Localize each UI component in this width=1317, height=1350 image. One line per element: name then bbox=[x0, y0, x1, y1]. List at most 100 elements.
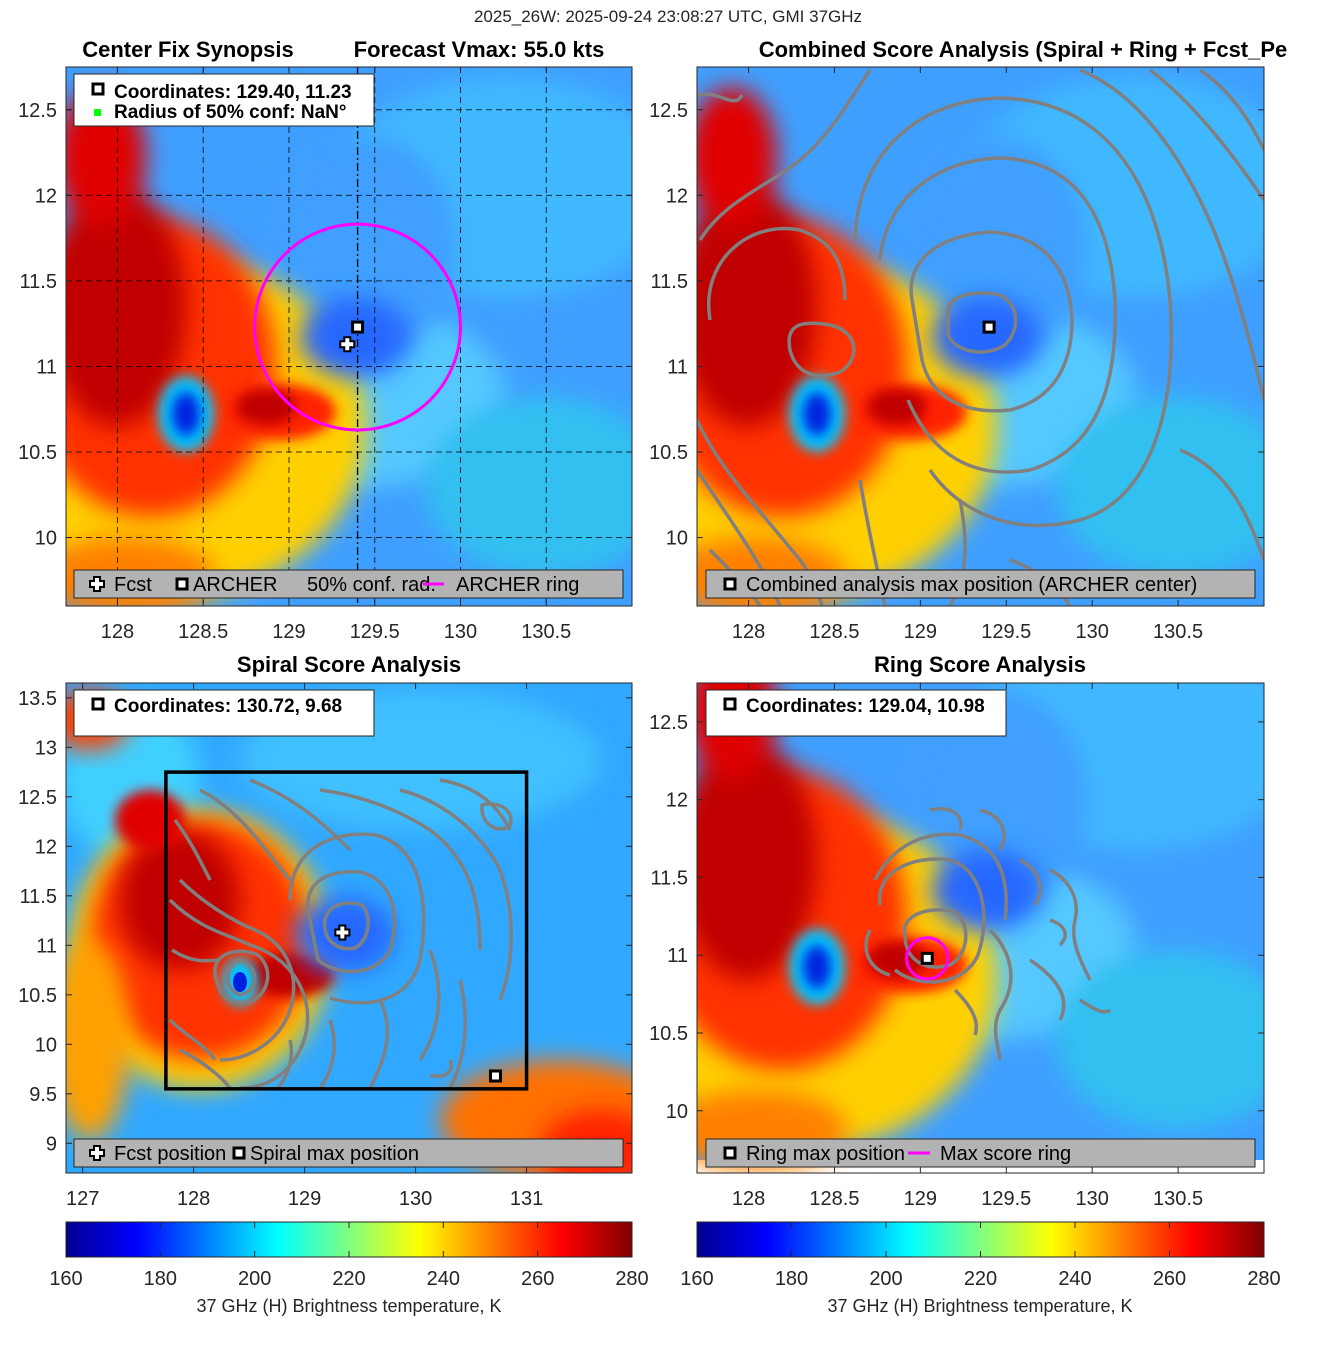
y-tick-label: 10 bbox=[666, 1101, 688, 1123]
ring-score-contours bbox=[864, 807, 1112, 1061]
panel-tl-y-ticks: 10 10.5 11 11.5 12 12.5 bbox=[18, 100, 632, 550]
y-tick-label: 10 bbox=[35, 528, 57, 550]
spiral-max-point bbox=[488, 1069, 502, 1083]
panel-br-legend bbox=[705, 1138, 1256, 1168]
x-tick-label: 129.5 bbox=[981, 1188, 1031, 1210]
panel-spiral-score: Spiral Score Analysis bbox=[18, 652, 633, 1210]
y-tick-label: 10.5 bbox=[18, 442, 57, 464]
ring-max-marker bbox=[920, 951, 934, 965]
panel-bl-legend bbox=[73, 1138, 624, 1168]
panel-tl-title-left: Center Fix Synopsis bbox=[82, 37, 294, 62]
y-tick-label: 9.5 bbox=[29, 1084, 57, 1106]
colorbar-left-ticks: 160 180 200 220 240 260 280 bbox=[49, 1222, 649, 1290]
y-tick-label: 12.5 bbox=[18, 100, 57, 122]
panel-bl-frame bbox=[65, 682, 633, 1174]
y-tick-label: 13.5 bbox=[18, 688, 57, 710]
fcst-position-legend-icon bbox=[89, 1145, 105, 1161]
panel-tr-x-ticks: 128 128.5 129 129.5 130 130.5 bbox=[732, 67, 1203, 643]
colorbar-left-label: 37 GHz (H) Brightness temperature, K bbox=[196, 1296, 501, 1316]
max-score-ring bbox=[905, 936, 950, 981]
x-tick-label: 128.5 bbox=[809, 1188, 859, 1210]
y-tick-label: 12.5 bbox=[18, 787, 57, 809]
fcst-point bbox=[339, 336, 356, 353]
x-tick-label: 128.5 bbox=[809, 621, 859, 643]
x-tick-label: 130 bbox=[1075, 1188, 1108, 1210]
colorbar-tick-label: 160 bbox=[680, 1268, 713, 1290]
y-tick-label: 9 bbox=[46, 1133, 57, 1155]
y-tick-label: 10 bbox=[35, 1034, 57, 1056]
panel-tr-title: Combined Score Analysis (Spiral + Ring +… bbox=[759, 37, 1288, 62]
fcst-marker bbox=[339, 336, 356, 353]
y-tick-label: 11 bbox=[36, 356, 57, 378]
legend-combined: Combined analysis max position (ARCHER c… bbox=[746, 574, 1197, 596]
archer-marker bbox=[351, 320, 365, 334]
x-tick-label: 128 bbox=[732, 621, 765, 643]
x-tick-label: 129 bbox=[288, 1188, 321, 1210]
x-tick-label: 131 bbox=[510, 1188, 543, 1210]
legend-archer-ring: ARCHER ring bbox=[456, 574, 579, 596]
x-tick-label: 129 bbox=[904, 621, 937, 643]
combined-max-marker bbox=[982, 320, 996, 334]
panel-tl-coordinates: Coordinates: 129.40, 11.23 bbox=[114, 82, 352, 103]
legend-max-score-ring: Max score ring bbox=[940, 1143, 1071, 1165]
x-tick-label: 128.5 bbox=[178, 621, 228, 643]
panel-br-frame bbox=[696, 682, 1265, 1174]
colorbar-tick-label: 200 bbox=[238, 1268, 271, 1290]
spiral-info-icon bbox=[91, 697, 105, 711]
colorbar-left: 160 180 200 220 240 260 280 37 GHz (H) Brightn… bbox=[49, 1221, 649, 1316]
y-tick-label: 10.5 bbox=[649, 1023, 688, 1045]
y-tick-label: 10.5 bbox=[649, 442, 688, 464]
panel-tr-y-ticks: 10 10.5 11 11.5 12 12.5 bbox=[649, 100, 1264, 550]
legend-ring-max: Ring max position bbox=[746, 1143, 905, 1165]
panel-combined-score: Combined Score Analysis (Spiral + Ring +… bbox=[617, 37, 1307, 643]
x-tick-label: 128 bbox=[101, 621, 134, 643]
colorbar-tick-label: 240 bbox=[1058, 1268, 1091, 1290]
colorbar-tick-label: 260 bbox=[521, 1268, 554, 1290]
x-tick-label: 130.5 bbox=[1153, 621, 1203, 643]
panel-br-coordinates: Coordinates: 129.04, 10.98 bbox=[746, 696, 985, 717]
y-tick-label: 12 bbox=[35, 185, 57, 207]
archer-point bbox=[351, 320, 365, 334]
y-tick-label: 11 bbox=[36, 935, 57, 957]
legend-archer: ARCHER bbox=[193, 574, 277, 596]
panel-tl-heatmap bbox=[0, 67, 676, 617]
ring-max-legend-marker bbox=[723, 1146, 737, 1160]
spiral-max-marker bbox=[488, 1069, 502, 1083]
y-tick-label: 11.5 bbox=[651, 271, 688, 293]
legend-spiral-max: Spiral max position bbox=[250, 1143, 419, 1165]
spiral-max-legend-marker bbox=[232, 1146, 246, 1160]
colorbar-right-label: 37 GHz (H) Brightness temperature, K bbox=[827, 1296, 1132, 1316]
combined-legend-marker bbox=[723, 577, 737, 591]
x-tick-label: 129.5 bbox=[350, 621, 400, 643]
panel-tl-x-ticks: 128 128.5 129 129.5 130 130.5 bbox=[101, 67, 571, 643]
ring-info-icon bbox=[723, 697, 737, 711]
combined-max-point bbox=[982, 320, 996, 334]
archer-ring bbox=[253, 222, 462, 432]
panel-tr-frame bbox=[696, 66, 1265, 607]
x-tick-label: 127 bbox=[66, 1188, 99, 1210]
ring-max-point bbox=[920, 951, 934, 965]
colorbar-tick-label: 180 bbox=[775, 1268, 808, 1290]
y-tick-label: 11.5 bbox=[20, 271, 57, 293]
panel-bl-coordinates: Coordinates: 130.72, 9.68 bbox=[114, 696, 342, 717]
y-tick-label: 12.5 bbox=[649, 100, 688, 122]
x-tick-label: 128 bbox=[177, 1188, 210, 1210]
panel-br-info-box bbox=[705, 689, 1007, 737]
y-tick-label: 12 bbox=[666, 185, 688, 207]
combined-score-contours bbox=[697, 68, 1264, 606]
panel-tr-legend bbox=[705, 569, 1256, 599]
y-tick-label: 12.5 bbox=[649, 712, 688, 734]
archer-legend-marker bbox=[175, 577, 189, 591]
y-tick-label: 11.5 bbox=[20, 886, 57, 908]
x-tick-label: 130.5 bbox=[1153, 1188, 1203, 1210]
x-tick-label: 130 bbox=[444, 621, 477, 643]
panel-tr-heatmap bbox=[617, 67, 1307, 617]
y-tick-label: 11.5 bbox=[651, 867, 688, 889]
panel-bl-x-ticks: 127 128 129 130 131 bbox=[66, 683, 543, 1210]
figure-title: 2025_26W: 2025-09-24 23:08:27 UTC, GMI 3… bbox=[474, 7, 862, 26]
x-tick-label: 129 bbox=[904, 1188, 937, 1210]
panel-br-x-ticks: 128 128.5 129 129.5 130 130.5 bbox=[732, 683, 1203, 1210]
colorbar-tick-label: 260 bbox=[1153, 1268, 1186, 1290]
